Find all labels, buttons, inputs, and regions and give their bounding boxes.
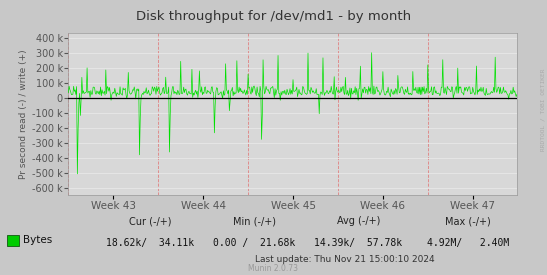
Text: Cur (-/+): Cur (-/+) bbox=[129, 216, 172, 226]
Text: Avg (-/+): Avg (-/+) bbox=[336, 216, 380, 226]
Y-axis label: Pr second read (-) / write (+): Pr second read (-) / write (+) bbox=[19, 49, 28, 179]
Text: RRDTOOL / TOBI OETIKER: RRDTOOL / TOBI OETIKER bbox=[541, 69, 546, 151]
Text: Max (-/+): Max (-/+) bbox=[445, 216, 491, 226]
Text: 0.00 /  21.68k: 0.00 / 21.68k bbox=[213, 238, 295, 248]
Text: Bytes: Bytes bbox=[23, 235, 52, 245]
Text: 18.62k/  34.11k: 18.62k/ 34.11k bbox=[106, 238, 195, 248]
Text: Munin 2.0.73: Munin 2.0.73 bbox=[248, 264, 299, 273]
Text: 4.92M/   2.40M: 4.92M/ 2.40M bbox=[427, 238, 509, 248]
Text: Last update: Thu Nov 21 15:00:10 2024: Last update: Thu Nov 21 15:00:10 2024 bbox=[255, 255, 434, 264]
Text: Disk throughput for /dev/md1 - by month: Disk throughput for /dev/md1 - by month bbox=[136, 10, 411, 23]
Text: 14.39k/  57.78k: 14.39k/ 57.78k bbox=[314, 238, 403, 248]
Text: Min (-/+): Min (-/+) bbox=[233, 216, 276, 226]
